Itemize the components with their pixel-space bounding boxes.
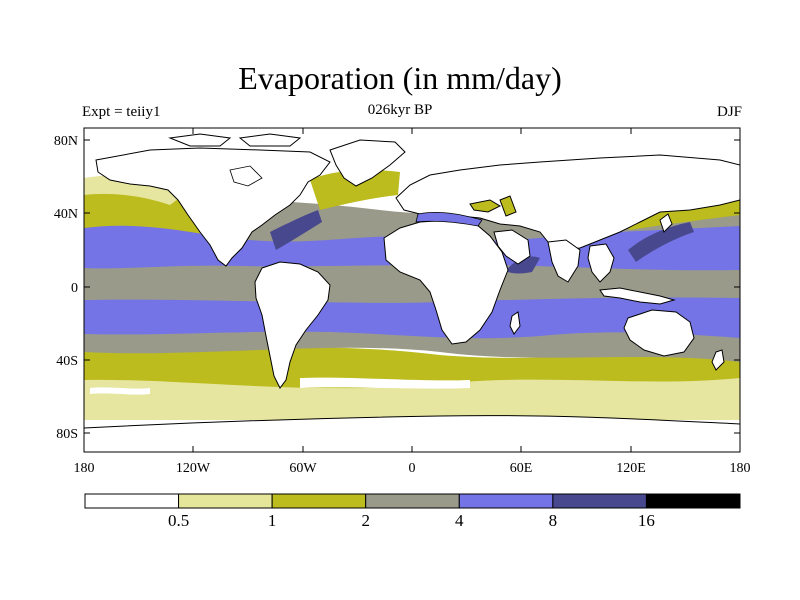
europe xyxy=(395,154,740,251)
australia xyxy=(623,309,695,357)
colorbar-label: 0.5 xyxy=(168,511,189,530)
colorbar-swatch xyxy=(365,493,460,509)
north-atlantic-olive xyxy=(310,170,400,210)
greenland xyxy=(329,139,406,187)
map-title: Evaporation (in mm/day) xyxy=(238,60,562,96)
x-tick-label: 120E xyxy=(616,461,646,476)
x-tick-label: 60W xyxy=(289,461,317,476)
colorbar: 0.5 1 2 4 8 16 xyxy=(84,493,741,530)
experiment-label: Expt = teiiy1 xyxy=(82,104,161,120)
x-tick-label: 60E xyxy=(510,461,533,476)
y-axis: 80N 40N 0 40S 80S xyxy=(54,134,740,442)
south-america xyxy=(254,261,331,389)
y-tick-label: 80S xyxy=(56,427,78,442)
colorbar-swatch xyxy=(84,493,180,509)
x-tick-label: 180 xyxy=(730,461,751,476)
x-tick-label: 180 xyxy=(74,461,95,476)
y-tick-label: 0 xyxy=(71,281,78,296)
gulf-stream-dark xyxy=(270,210,322,250)
y-tick-label: 80N xyxy=(54,134,78,149)
x-axis: 180 120W 60W 0 60E 120E 180 xyxy=(74,128,751,476)
land-masses xyxy=(84,133,740,452)
colorbar-swatch xyxy=(458,493,554,509)
colorbar-swatch xyxy=(178,493,273,509)
colorbar-swatch xyxy=(271,493,367,509)
colorbar-label: 8 xyxy=(549,511,558,530)
season-label: DJF xyxy=(716,104,742,120)
map-subtitle: 026kyr BP xyxy=(367,102,433,118)
x-tick-label: 120W xyxy=(176,461,211,476)
y-tick-label: 40N xyxy=(54,207,78,222)
kuroshio-dark xyxy=(628,222,694,262)
colorbar-label: 4 xyxy=(455,511,464,530)
north-america xyxy=(95,147,331,267)
colorbar-swatch xyxy=(552,493,647,509)
y-tick-label: 40S xyxy=(56,354,78,369)
map-field xyxy=(84,128,740,452)
colorbar-swatch xyxy=(645,493,741,509)
colorbar-label: 1 xyxy=(268,511,277,530)
x-tick-label: 0 xyxy=(409,461,416,476)
colorbar-label: 2 xyxy=(361,511,370,530)
arabia xyxy=(493,229,531,265)
arabian-sea-dark xyxy=(508,256,540,274)
colorbar-label: 16 xyxy=(638,511,655,530)
india xyxy=(547,239,581,283)
southern-olive-band xyxy=(84,345,740,389)
antarctica xyxy=(84,415,740,452)
southeast-asia xyxy=(587,243,615,283)
